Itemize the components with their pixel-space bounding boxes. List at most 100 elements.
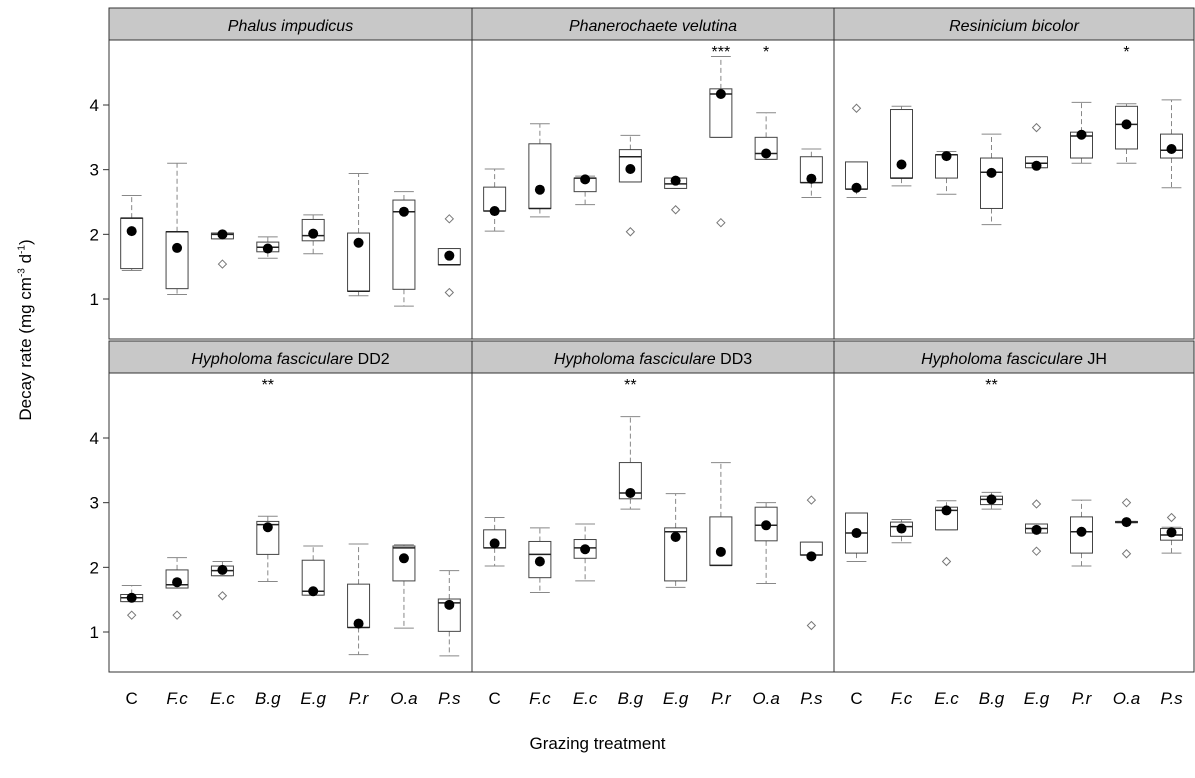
panel-2: Phanerochaete velutina*** * [472,8,834,339]
mean-point [671,176,681,186]
significance-label: *** [712,44,731,61]
x-tick-label: C [850,689,862,708]
mean-point [897,524,907,534]
x-tick-label: C [126,689,138,708]
box-B.g [257,237,279,258]
outlier-point [1168,514,1176,522]
x-tick-label: P.r [711,689,732,708]
panel-6: Hypholoma fasciculare JH ** C F.c E.c B.g E.g P… [834,341,1194,708]
x-tick-label: O.a [1113,689,1140,708]
box-P.r [710,463,732,566]
mean-point [806,551,816,561]
mean-point [217,229,227,239]
x-tick-label: E.g [300,689,326,708]
mean-point [490,206,500,216]
mean-point [172,243,182,253]
y-tick-label: 3 [90,161,99,180]
box-F.c [166,558,188,620]
mean-point [308,586,318,596]
mean-point [580,544,590,554]
outlier-point [717,219,725,227]
mean-point [806,174,816,184]
mean-point [308,229,318,239]
x-tick-label: P.s [1160,689,1183,708]
box-P.r [348,544,370,655]
outlier-point [445,215,453,223]
mean-point [354,238,364,248]
y-tick-label: 1 [90,623,99,642]
mean-point [625,488,635,498]
panel-1: Phalus impudicus 1 2 3 4 [90,8,472,339]
box-E.g [1026,124,1048,171]
x-tick-label: C [488,689,500,708]
box-O.a [393,192,415,306]
outlier-point [445,289,453,297]
box-C [484,518,506,567]
iqr-box [166,232,188,289]
box-P.s [1161,514,1183,554]
panel-title: Hypholoma fasciculare DD2 [191,351,389,368]
panel-frame [834,373,1194,672]
x-tick-label: E.c [934,689,959,708]
y-tick-label: 3 [90,494,99,513]
box-P.s [438,215,460,297]
panel-frame [109,40,472,339]
mean-point [263,522,273,532]
outlier-point [1033,124,1041,132]
outlier-point [672,206,680,214]
x-tick-label: B.g [618,689,644,708]
x-tick-label: F.c [166,689,188,708]
box-O.a [755,113,777,160]
mean-point [535,185,545,195]
x-tick-label: B.g [979,689,1005,708]
mean-point [671,532,681,542]
significance-label: * [1123,44,1129,61]
mean-point [942,151,952,161]
mean-point [942,505,952,515]
x-tick-label: O.a [390,689,417,708]
mean-point [1032,525,1042,535]
x-tick-label: P.s [438,689,461,708]
box-B.g [619,135,641,235]
x-tick-label: F.c [529,689,551,708]
significance-label: ** [262,377,274,394]
box-E.c [211,562,233,600]
box-E.c [574,174,596,204]
mean-point [1122,517,1132,527]
outlier-point [626,228,634,236]
mean-point [987,494,997,504]
box-E.g [665,494,687,588]
mean-point [1122,119,1132,129]
mean-point [897,159,907,169]
x-tick-label: P.r [1072,689,1093,708]
box-E.g [1026,500,1048,555]
box-F.c [529,528,551,593]
outlier-point [128,611,136,619]
panel-title: Hypholoma fasciculare JH [921,351,1107,368]
x-tick-label: P.s [800,689,823,708]
box-P.s [1161,100,1183,188]
box-O.a [755,503,777,584]
box-P.s [438,571,460,656]
mean-point [1032,161,1042,171]
mean-point [761,149,771,159]
panel-5: Hypholoma fasciculare DD3 ** C F.c E.c B.g E.g… [472,341,834,708]
iqr-box [981,158,1003,208]
panel-frame [472,373,834,672]
panel-frame [109,373,472,672]
box-C [121,585,143,619]
iqr-box [121,218,143,268]
mean-point [535,557,545,567]
box-B.g [619,417,641,509]
box-O.a [1116,499,1138,558]
y-tick-label: 1 [90,290,99,309]
box-C [846,513,868,562]
outlier-point [853,104,861,112]
mean-point [852,528,862,538]
mean-point [1167,527,1177,537]
box-E.c [574,524,596,581]
panel-frame [834,40,1194,339]
mean-point [354,619,364,629]
x-tick-label: O.a [752,689,779,708]
